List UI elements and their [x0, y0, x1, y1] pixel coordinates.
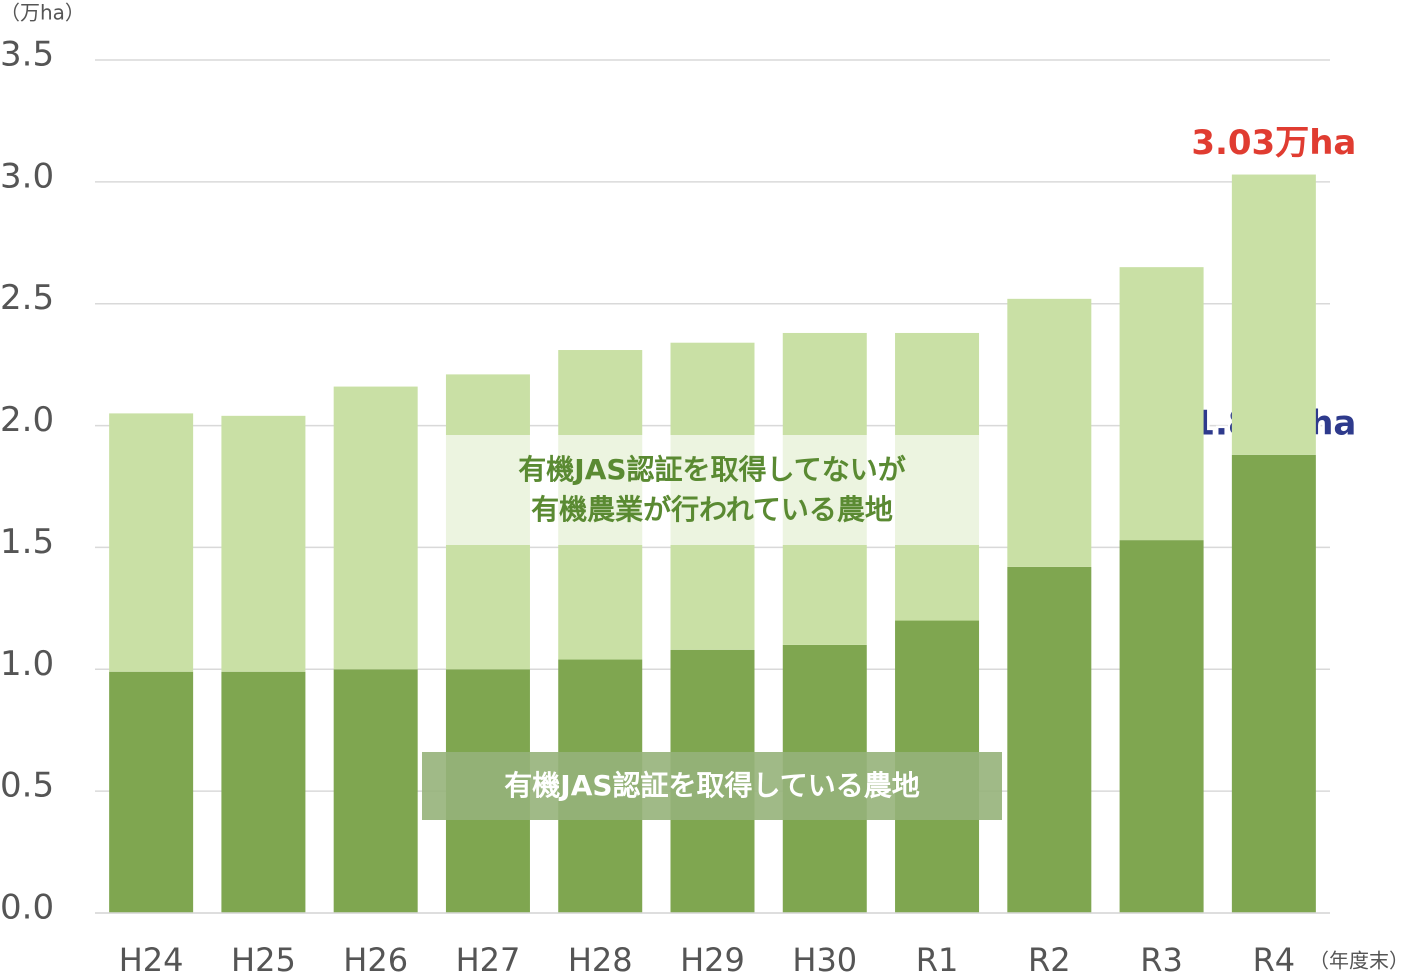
bar	[1007, 298, 1092, 567]
bar	[1231, 454, 1316, 913]
series-label: 有機JAS認証を取得している農地	[422, 752, 1002, 820]
x-axis-label: （年度末）	[1309, 949, 1409, 973]
bar	[333, 669, 418, 913]
x-tick-label: R3	[1140, 941, 1183, 977]
bar	[221, 671, 306, 913]
y-tick-label: 1.0	[0, 644, 54, 684]
x-tick-label: H26	[343, 941, 408, 977]
y-tick-label: 2.0	[0, 400, 54, 440]
bar	[1119, 540, 1204, 913]
y-tick-label: 0.5	[0, 766, 54, 806]
y-tick-label: 2.5	[0, 278, 54, 318]
x-tick-label: H30	[792, 941, 857, 977]
x-tick-label: H29	[680, 941, 745, 977]
x-tick-label: H28	[568, 941, 633, 977]
bar	[1007, 566, 1092, 913]
bar	[333, 386, 418, 670]
x-tick-label: R2	[1028, 941, 1071, 977]
y-tick-label: 3.5	[0, 35, 54, 75]
bar	[1231, 174, 1316, 455]
x-tick-label: H24	[119, 941, 184, 977]
bar	[221, 415, 306, 672]
bar	[1119, 267, 1204, 541]
series-label: 有機JAS認証を取得してないが 有機農業が行われている農地	[422, 435, 1002, 545]
x-tick-label: H25	[231, 941, 296, 977]
y-tick-label: 0.0	[0, 888, 54, 928]
bar	[109, 671, 194, 913]
x-tick-label: H27	[456, 941, 521, 977]
y-axis-label: （万ha）	[0, 1, 85, 25]
y-tick-label: 3.0	[0, 156, 54, 196]
bar	[109, 413, 194, 672]
x-tick-label: R1	[916, 941, 959, 977]
y-tick-label: 1.5	[0, 522, 54, 562]
annotation: 3.03万ha	[1191, 123, 1356, 163]
x-tick-label: R4	[1253, 941, 1296, 977]
